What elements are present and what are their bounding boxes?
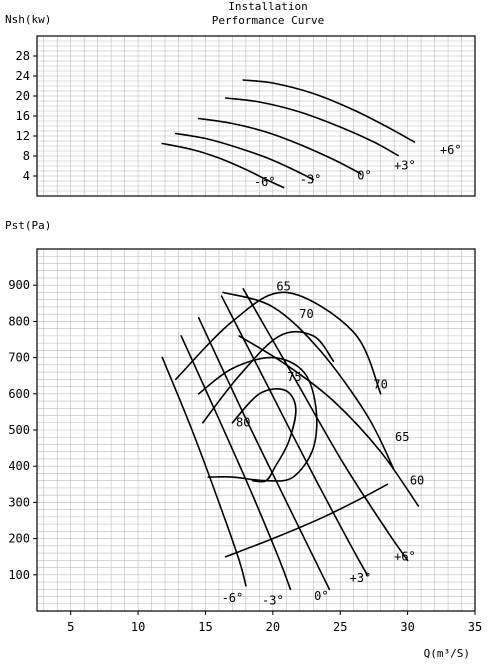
curve-label: +3° xyxy=(350,571,372,585)
curve-label: 70 xyxy=(299,307,313,321)
x-tick-label: 20 xyxy=(266,620,280,634)
pressure-x-axis-label: Q(m³/S) xyxy=(424,647,470,660)
y-tick-label: 4 xyxy=(23,169,30,183)
curve-70r xyxy=(238,335,420,507)
y-tick-label: 500 xyxy=(8,423,30,437)
y-tick-label: 600 xyxy=(8,387,30,401)
curve-label: 65 xyxy=(276,280,290,294)
y-tick-label: 28 xyxy=(16,49,30,63)
curve-label: +3° xyxy=(394,159,416,173)
x-tick-label: 30 xyxy=(400,620,414,634)
curve-75 xyxy=(197,356,318,482)
curve-65r xyxy=(222,291,395,471)
x-tick-label: 25 xyxy=(333,620,347,634)
y-tick-label: 700 xyxy=(8,351,30,365)
curve-label: 70 xyxy=(373,377,387,391)
curve-minus6 xyxy=(161,142,285,189)
title-line-2: Performance Curve xyxy=(212,14,325,27)
y-tick-label: 16 xyxy=(16,109,30,123)
x-tick-label: 15 xyxy=(198,620,212,634)
curve-label: -3° xyxy=(300,173,322,187)
curve-80 xyxy=(231,388,297,483)
curve-plus6 xyxy=(242,288,409,562)
curve-label: -6° xyxy=(254,175,276,189)
curve-plus3 xyxy=(220,295,368,576)
y-tick-label: 100 xyxy=(8,568,30,582)
curve-label: 75 xyxy=(287,370,301,384)
curve-plus6 xyxy=(242,79,416,143)
y-tick-label: 800 xyxy=(8,314,30,328)
curve-label: -6° xyxy=(222,591,244,605)
x-tick-label: 10 xyxy=(131,620,145,634)
curve-label: 0° xyxy=(314,589,328,603)
y-tick-label: 300 xyxy=(8,495,30,509)
y-tick-label: 8 xyxy=(23,149,30,163)
curve-minus3 xyxy=(180,335,292,591)
curve-plus3 xyxy=(224,97,399,157)
curve-minus3 xyxy=(175,132,315,181)
pressure-y-axis-label: Pst(Pa) xyxy=(5,219,51,232)
y-tick-label: 24 xyxy=(16,69,30,83)
curve-65 xyxy=(175,291,382,395)
y-tick-label: 12 xyxy=(16,129,30,143)
curve-label: 60 xyxy=(410,473,424,487)
title-line-1: Installation xyxy=(228,0,307,13)
power-y-axis-label: Nsh(kw) xyxy=(5,13,51,26)
y-tick-label: 900 xyxy=(8,278,30,292)
curve-0 xyxy=(197,317,331,591)
curve-0 xyxy=(197,117,362,175)
curve-label: 65 xyxy=(395,430,409,444)
x-tick-label: 35 xyxy=(468,620,482,634)
curve-label: 0° xyxy=(357,169,371,183)
curve-label: +6° xyxy=(440,143,462,157)
curve-60r xyxy=(224,483,389,558)
curve-label: +6° xyxy=(394,549,416,563)
x-tick-label: 5 xyxy=(67,620,74,634)
y-tick-label: 200 xyxy=(8,532,30,546)
power-chart: Nsh(kw) 4 8 12 16 20 24 28 -6° -3° 0° +3° +6° xyxy=(5,13,476,197)
curve-label: -3° xyxy=(262,593,284,607)
pressure-chart: Pst(Pa) 100 200 300 400 500 600 700 800 900 5 10 1… xyxy=(5,219,482,660)
curve-label: 80 xyxy=(236,415,250,429)
y-tick-label: 20 xyxy=(16,89,30,103)
curve-70 xyxy=(202,331,335,424)
y-tick-label: 400 xyxy=(8,459,30,473)
curve-minus6 xyxy=(161,356,247,587)
